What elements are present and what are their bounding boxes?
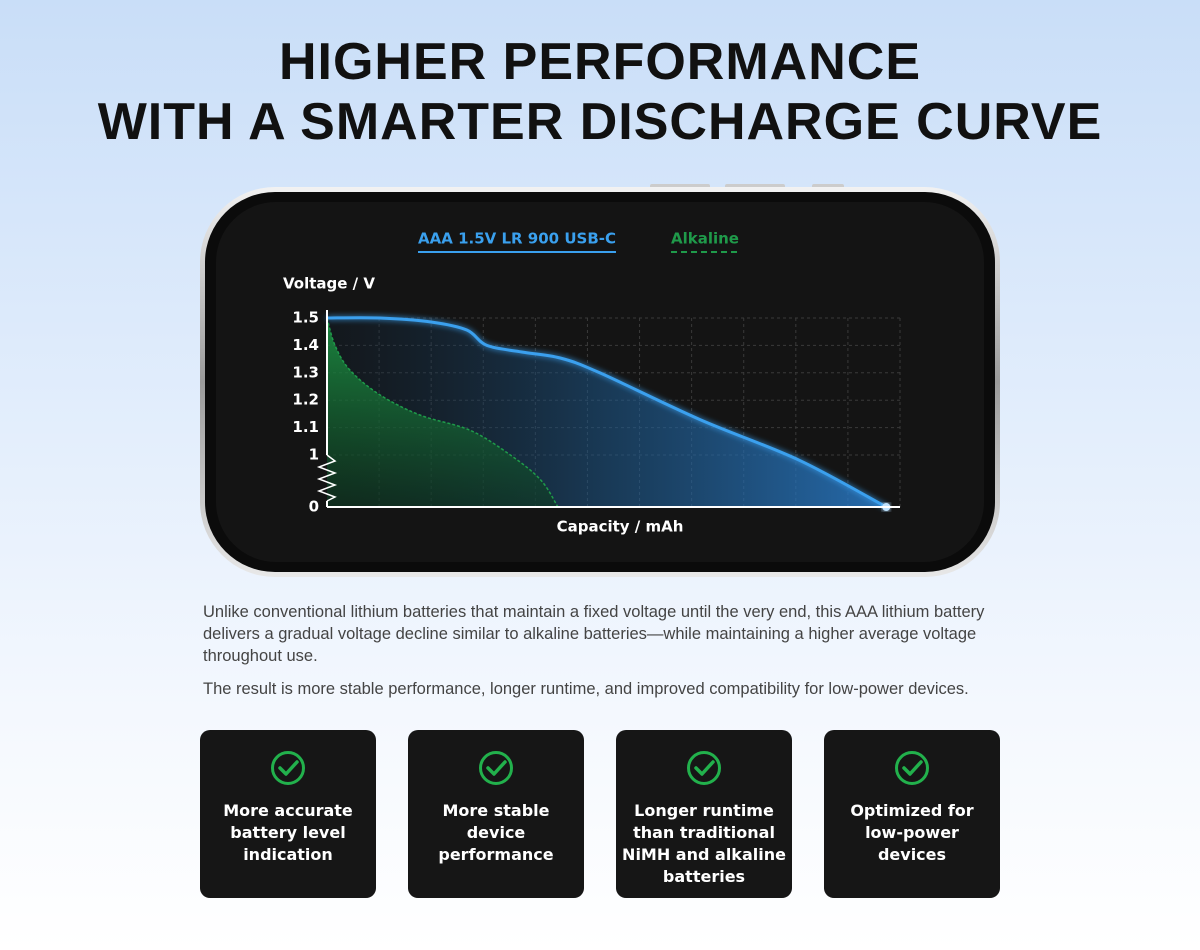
feature-card: Optimized for low-power devices <box>824 730 1000 898</box>
area-fill <box>327 318 558 507</box>
paragraph: Unlike conventional lithium batteries th… <box>203 603 985 665</box>
check-icon <box>479 751 513 785</box>
feature-line: Longer runtime <box>634 801 774 820</box>
feature-line: indication <box>243 845 333 864</box>
feature-line: Optimized for <box>850 801 974 820</box>
y-tick-label: 1.5 <box>292 309 319 327</box>
feature-text: More accurate battery level indication <box>200 800 376 866</box>
axis-break <box>316 454 338 502</box>
x-axis-label: Capacity / mAh <box>557 518 684 536</box>
series-line <box>326 317 559 508</box>
feature-line: than traditional <box>633 823 775 842</box>
headline: HIGHER PERFORMANCE <box>278 33 922 91</box>
legend-label: AAA 1.5V LR 900 USB-C <box>418 230 616 248</box>
feature-line: devices <box>877 845 947 864</box>
feature-text: More stable device performance <box>408 800 584 866</box>
feature-line: battery level <box>230 823 346 842</box>
feature-text: Optimized for low-power devices <box>824 800 1000 866</box>
legend-label: Alkaline <box>671 230 739 248</box>
y-axis-label: Voltage / V <box>283 275 375 293</box>
y-tick-label: 0 <box>309 498 319 516</box>
y-tick-label: 1 <box>309 446 319 464</box>
feature-line: low-power <box>865 823 959 842</box>
phone-chart: 0 1 1.1 1.2 1.3 1.4 1.5 Voltage / V Capacity / m… <box>200 184 1000 577</box>
check-icon <box>895 751 929 785</box>
paragraph: The result is more stable performance, l… <box>203 680 969 698</box>
feature-card: Longer runtime than traditional NiMH and a… <box>616 730 792 898</box>
check-icon <box>687 751 721 785</box>
y-tick-label: 1.3 <box>292 363 319 381</box>
feature-text: Longer runtime than traditional NiMH and a… <box>616 800 792 888</box>
y-tick-label: 1.1 <box>292 418 319 436</box>
feature-line: NiMH and alkaline <box>622 845 786 864</box>
check-icon <box>271 751 305 785</box>
series-line <box>326 316 887 509</box>
feature-line: device <box>466 823 526 842</box>
feature-line: More stable <box>442 801 550 820</box>
y-tick-label: 1.4 <box>292 336 319 354</box>
feature-card: More accurate battery level indication <box>200 730 376 898</box>
feature-line: performance <box>438 845 554 864</box>
feature-line: More accurate <box>223 801 353 820</box>
feature-card: More stable device performance <box>408 730 584 898</box>
headline: WITH A SMARTER DISCHARGE CURVE <box>97 93 1103 151</box>
y-tick-label: 1.2 <box>292 391 319 409</box>
feature-line: batteries <box>662 867 746 886</box>
